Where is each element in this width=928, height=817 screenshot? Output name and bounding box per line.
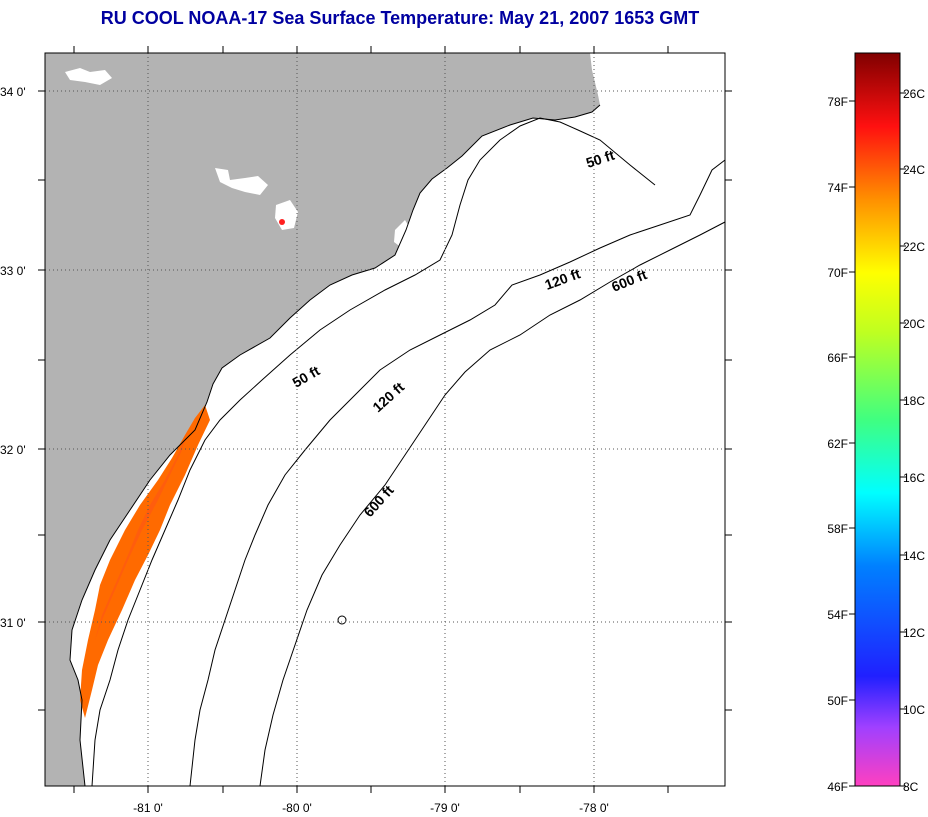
sst-hot-spot	[279, 219, 285, 225]
map-ticks	[38, 46, 732, 793]
colorbar-gradient	[854, 52, 901, 787]
colorbar-label-f: 54F	[827, 608, 848, 622]
map-title: RU COOL NOAA-17 Sea Surface Temperature:…	[100, 8, 700, 28]
colorbar-label-f: 46F	[827, 780, 848, 794]
lat-label: 33 0'	[0, 264, 26, 278]
colorbar-label-c: 24C	[903, 163, 925, 177]
graticule	[45, 53, 725, 786]
colorbar-label-c: 8C	[903, 780, 919, 794]
colorbar-label-c: 18C	[903, 394, 925, 408]
lon-label: -78 0'	[579, 801, 609, 815]
lat-label: 32 0'	[0, 443, 26, 457]
colorbar-label-c: 20C	[903, 317, 925, 331]
colorbar-label-f: 50F	[827, 694, 848, 708]
colorbar-label-c: 16C	[903, 471, 925, 485]
colorbar-label-c: 22C	[903, 240, 925, 254]
lon-label: -80 0'	[282, 801, 312, 815]
colorbar-label-f: 70F	[827, 266, 848, 280]
colorbar-ticks	[849, 92, 906, 787]
seamount-contour	[337, 615, 347, 625]
lon-label: -81 0'	[133, 801, 163, 815]
colorbar-label-c: 10C	[903, 703, 925, 717]
map-plot-area: 50 ft 120 ft 600 ft 50 ft 120 ft 600 ft	[44, 52, 726, 787]
colorbar-label-c: 26C	[903, 87, 925, 101]
colorbar-label-f: 62F	[827, 437, 848, 451]
cloud-patch	[65, 68, 112, 85]
sst-warm-band-core	[95, 430, 188, 640]
colorbar-label-f: 58F	[827, 522, 848, 536]
isobath-600ft	[259, 221, 725, 786]
land-mass	[45, 53, 600, 786]
colorbar-label-f: 74F	[827, 181, 848, 195]
coastline	[69, 104, 601, 786]
isobath-120ft	[189, 159, 725, 786]
cloud-patch	[215, 168, 268, 195]
sst-warm-band	[80, 405, 210, 718]
colorbar-label-f: 78F	[827, 95, 848, 109]
colorbar-label-f: 66F	[827, 351, 848, 365]
lat-label: 34 0'	[0, 85, 26, 99]
colorbar: 78F 74F 70F 66F 62F 58F 54F 50F 46F 26C …	[827, 52, 925, 794]
lat-label: 31 0'	[0, 616, 26, 630]
isobath-50ft	[91, 117, 656, 786]
lon-label: -79 0'	[430, 801, 460, 815]
colorbar-label-c: 12C	[903, 626, 925, 640]
colorbar-label-c: 14C	[903, 549, 925, 563]
